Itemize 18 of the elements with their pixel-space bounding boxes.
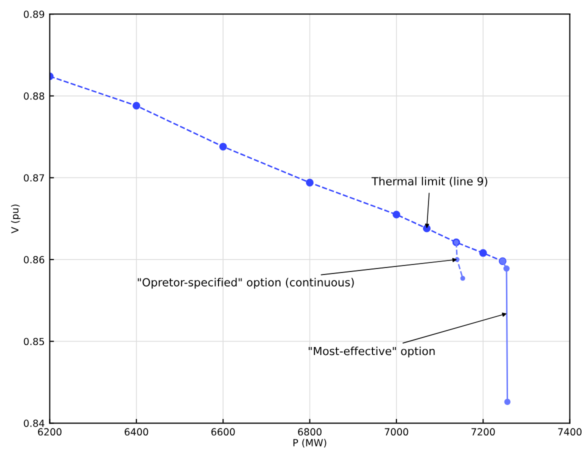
x-tick-label: 7000 [384, 428, 408, 436]
annotation: "Opretor-specified" option (continuous) [138, 278, 354, 289]
x-axis-title: P (MW) [293, 438, 326, 448]
annotation: Thermal limit (line 9) [372, 176, 488, 187]
x-tick-label: 6800 [298, 428, 322, 436]
x-tick-label: 6400 [124, 428, 148, 436]
x-tick-label: 6600 [211, 428, 235, 436]
x-tick-label: 7200 [472, 428, 495, 436]
annotation: "Most-effective" option [308, 346, 435, 358]
y-axis-title: V (pu) [11, 204, 20, 234]
y-tick-label: 0.87 [24, 174, 44, 182]
y-tick-label: 0.84 [24, 420, 44, 427]
y-tick-label: 0.86 [24, 256, 44, 264]
y-tick-label: 0.89 [24, 10, 44, 18]
y-tick-label: 0.85 [24, 338, 44, 346]
x-tick-label: 7400 [558, 428, 582, 436]
x-tick-label: 6200 [38, 428, 62, 436]
y-tick-label: 0.88 [24, 92, 44, 100]
